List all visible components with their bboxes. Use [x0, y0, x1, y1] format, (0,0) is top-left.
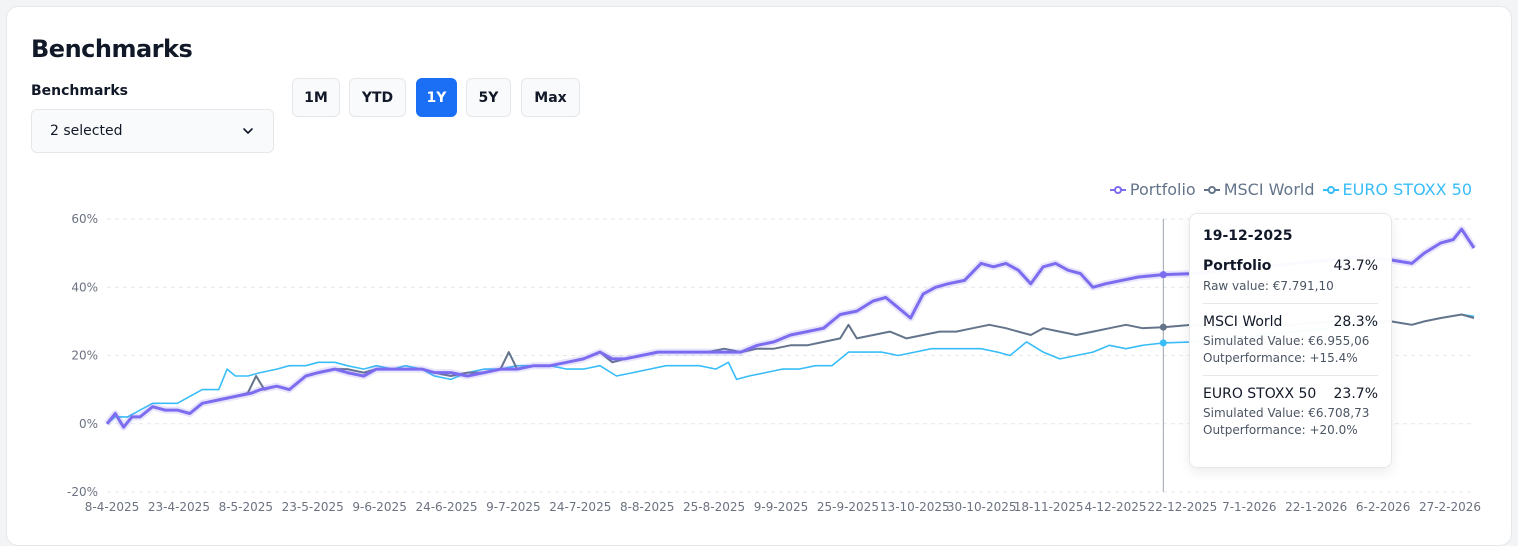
y-tick-label: 60%	[71, 212, 98, 226]
tooltip-stoxx-value: 23.7%	[1333, 386, 1378, 402]
tooltip-stoxx-simulated: Simulated Value: €6.708,73	[1203, 406, 1370, 420]
legend-item-portfolio[interactable]: Portfolio	[1109, 180, 1196, 199]
x-tick-label: 9-7-2025	[486, 500, 540, 514]
legend-marker-portfolio	[1109, 185, 1126, 194]
legend-label-msci: MSCI World	[1223, 180, 1315, 199]
legend-label-stoxx: EURO STOXX 50	[1342, 180, 1472, 199]
tooltip-portfolio-value: 43.7%	[1333, 258, 1378, 274]
x-tick-label: 25-8-2025	[683, 500, 745, 514]
tooltip-stoxx-outperformance: Outperformance: +20.0%	[1203, 423, 1358, 437]
x-tick-label: 9-6-2025	[352, 500, 406, 514]
legend-marker-stoxx	[1322, 185, 1339, 194]
x-tick-label: 23-4-2025	[148, 500, 210, 514]
x-tick-label: 8-8-2025	[620, 500, 674, 514]
y-tick-label: 40%	[71, 280, 98, 294]
y-tick-label: 20%	[71, 349, 98, 363]
x-tick-label: 27-2-2026	[1419, 500, 1481, 514]
legend-item-msci[interactable]: MSCI World	[1203, 180, 1315, 199]
tooltip-date: 19-12-2025	[1203, 228, 1293, 244]
chevron-down-icon	[243, 128, 253, 134]
tooltip-msci-simulated: Simulated Value: €6.955,06	[1203, 334, 1370, 348]
range-5y-button[interactable]: 5Y	[466, 78, 511, 117]
y-tick-label: 0%	[79, 417, 98, 431]
y-tick-label: -20%	[67, 485, 98, 499]
x-tick-label: 7-1-2026	[1222, 500, 1276, 514]
tooltip-portfolio-raw: Raw value: €7.791,10	[1203, 279, 1334, 293]
chart-legend: Portfolio MSCI World EURO STOXX 50	[1109, 180, 1472, 199]
x-tick-label: 22-1-2026	[1285, 500, 1347, 514]
series-line-euro-stoxx	[106, 313, 1475, 425]
x-tick-label: 23-5-2025	[282, 500, 344, 514]
page-title: Benchmarks	[31, 35, 193, 63]
benchmarks-select-label: Benchmarks	[31, 83, 128, 99]
x-tick-label: 22-12-2025	[1148, 500, 1218, 514]
x-axis: 8-4-2025 23-4-2025 8-5-2025 23-5-2025 9-6-20…	[85, 500, 1481, 514]
tooltip-separator	[1203, 303, 1378, 304]
range-max-button[interactable]: Max	[521, 78, 580, 117]
benchmarks-select-value: 2 selected	[50, 123, 123, 139]
performance-chart: -20% 0% 20% 40% 60% 8-4-2025 23-4-2025 8-5-202…	[67, 212, 1481, 514]
x-tick-label: 24-6-2025	[415, 500, 477, 514]
x-tick-label: 8-4-2025	[85, 500, 139, 514]
tooltip-msci-outperformance: Outperformance: +15.4%	[1203, 351, 1358, 365]
x-tick-label: 18-11-2025	[1014, 500, 1084, 514]
x-tick-label: 4-12-2025	[1084, 500, 1146, 514]
legend-marker-msci	[1203, 185, 1220, 194]
legend-item-stoxx[interactable]: EURO STOXX 50	[1322, 180, 1472, 199]
tooltip-msci-value: 28.3%	[1333, 314, 1378, 330]
y-axis: -20% 0% 20% 40% 60%	[67, 212, 98, 499]
hover-dot-msci-world	[1159, 323, 1167, 331]
chart-tooltip: 19-12-2025 Portfolio 43.7% Raw value: €7…	[1189, 213, 1392, 468]
series-line-portfolio	[105, 227, 1476, 429]
legend-label-portfolio: Portfolio	[1129, 180, 1196, 199]
range-1y-button[interactable]: 1Y	[416, 78, 457, 117]
chart-series	[104, 225, 1477, 431]
hover-dots	[1159, 271, 1167, 347]
x-tick-label: 6-2-2026	[1356, 500, 1410, 514]
x-tick-label: 13-10-2025	[880, 500, 950, 514]
x-tick-label: 24-7-2025	[549, 500, 611, 514]
hover-dot-euro-stoxx	[1159, 339, 1167, 347]
tooltip-portfolio-name: Portfolio	[1203, 258, 1272, 274]
benchmarks-select[interactable]: 2 selected	[31, 109, 274, 153]
x-tick-label: 8-5-2025	[219, 500, 273, 514]
x-tick-label: 9-9-2025	[754, 500, 808, 514]
tooltip-msci-name: MSCI World	[1203, 314, 1283, 330]
tooltip-stoxx-name: EURO STOXX 50	[1203, 386, 1317, 402]
x-tick-label: 30-10-2025	[947, 500, 1017, 514]
hover-dot-portfolio	[1159, 271, 1167, 279]
range-1m-button[interactable]: 1M	[292, 78, 340, 117]
tooltip-separator	[1203, 375, 1378, 376]
x-tick-label: 25-9-2025	[817, 500, 879, 514]
range-ytd-button[interactable]: YTD	[349, 78, 406, 117]
